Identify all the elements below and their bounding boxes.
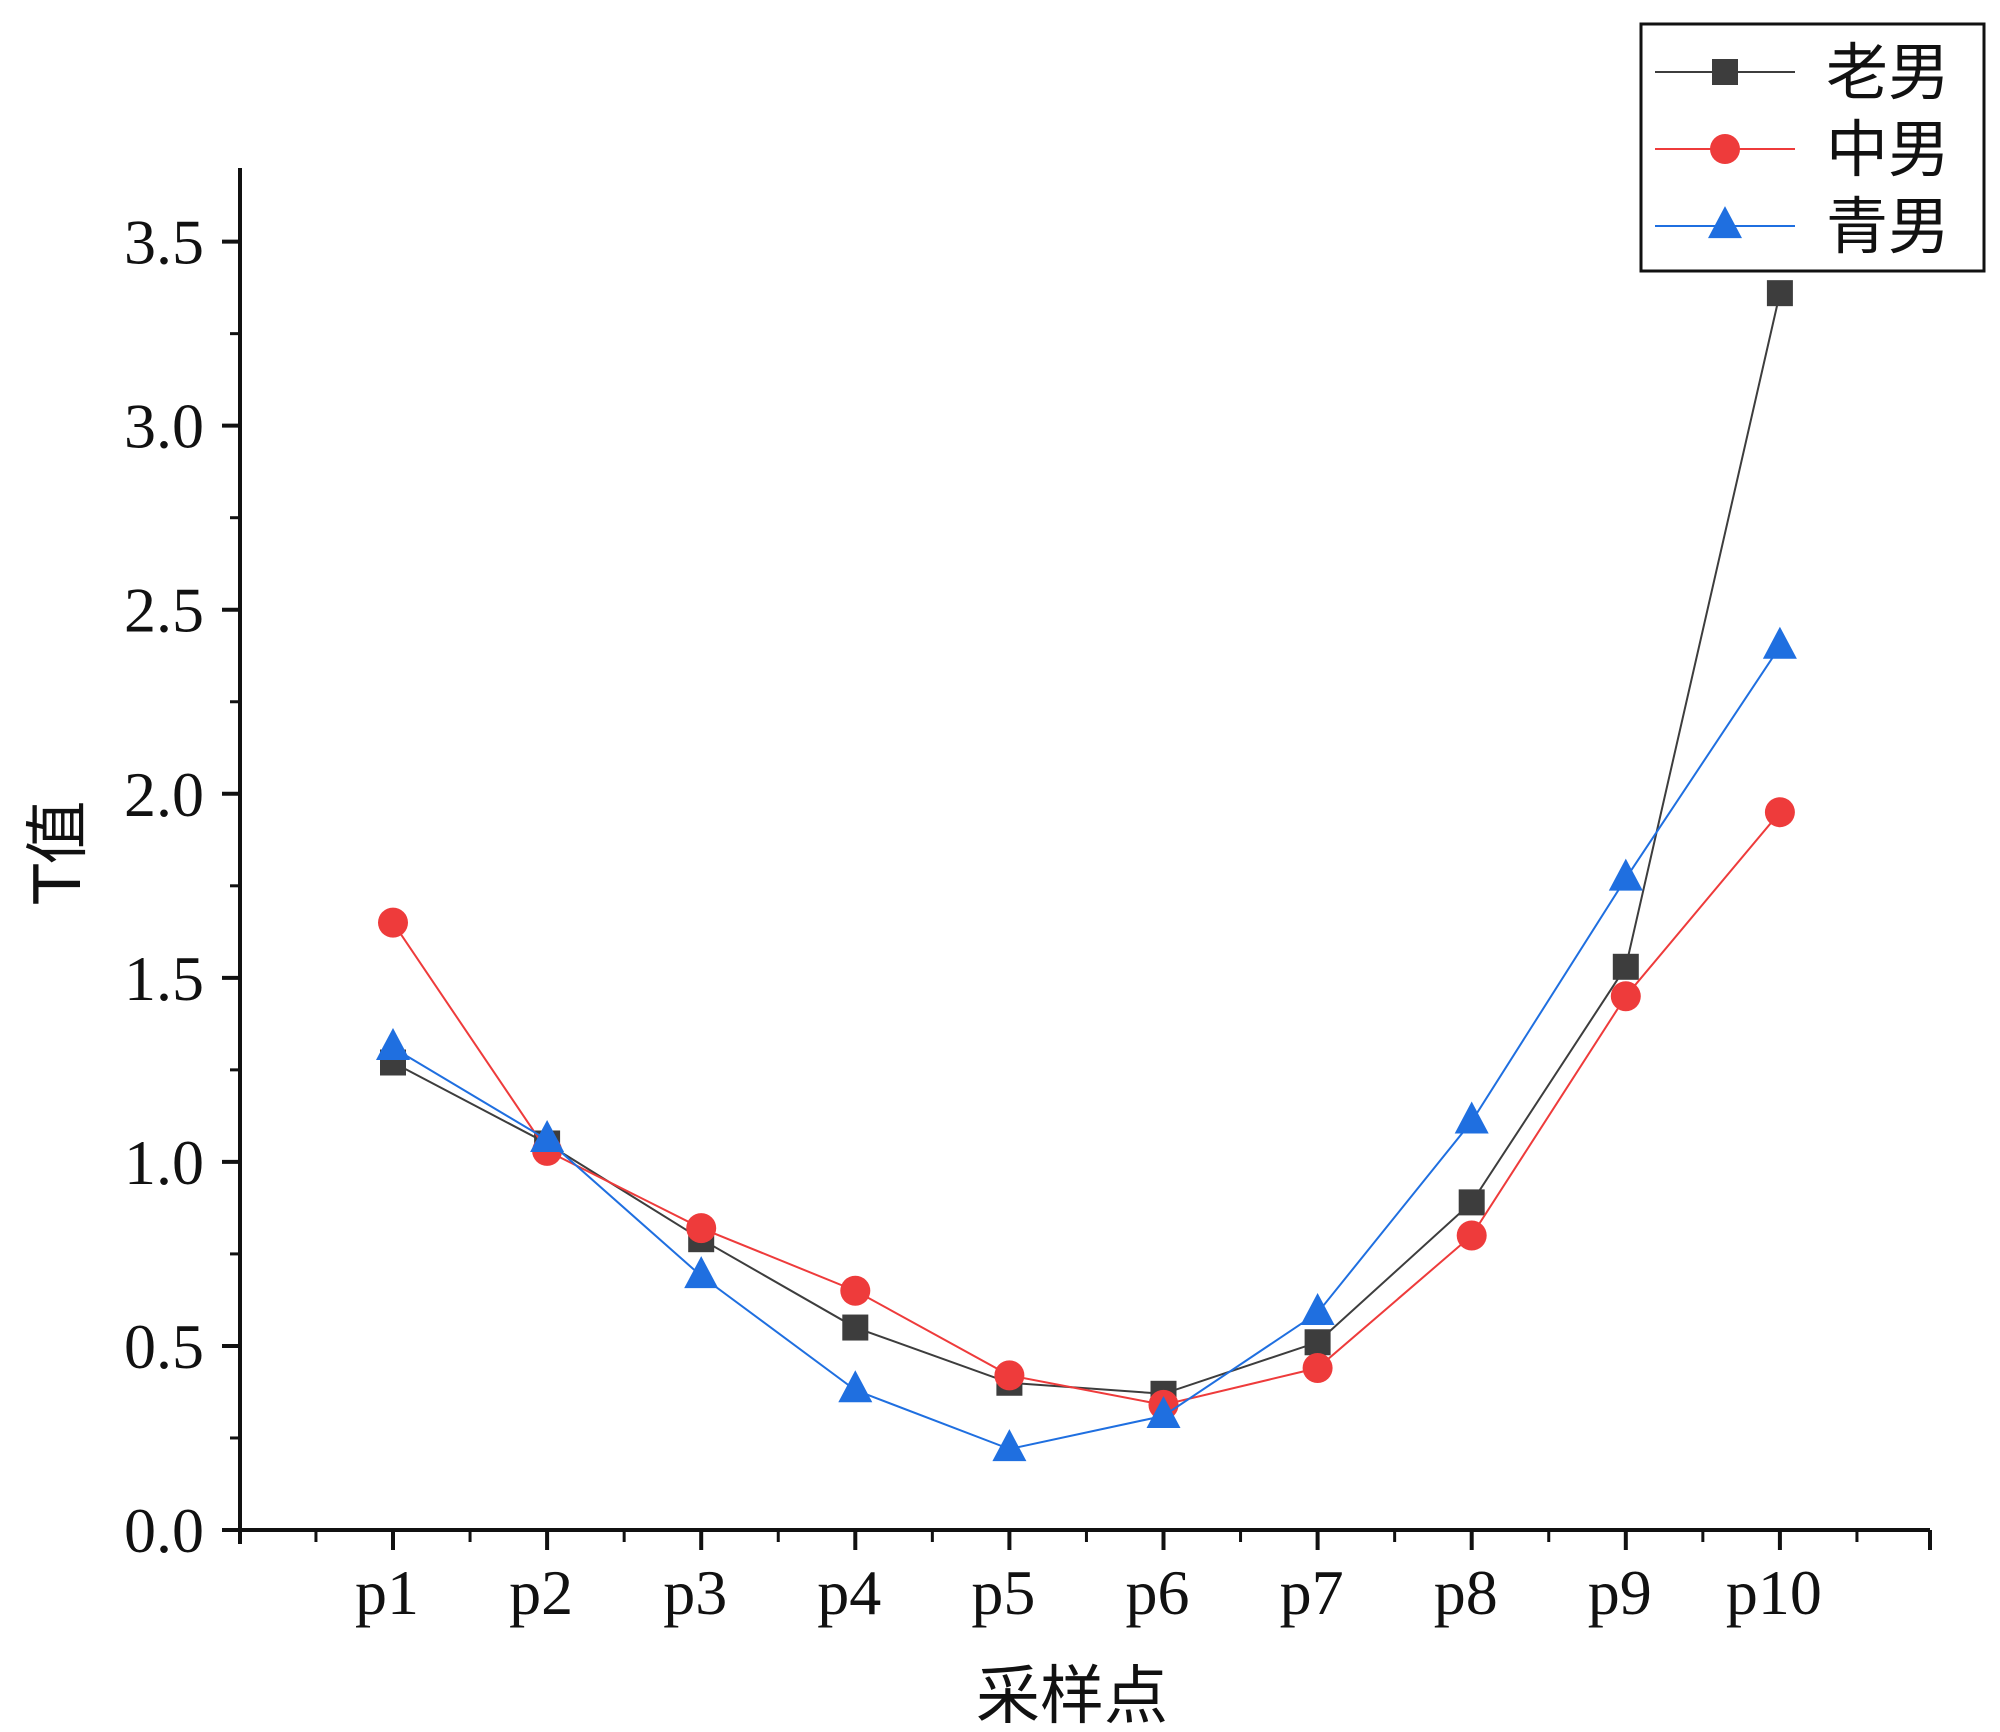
legend-label: 青男 [1826,190,1950,263]
y-tick-label: 0.0 [124,1495,204,1566]
y-axis-title: T值 [22,800,96,904]
x-tick-label: p10 [1726,1557,1822,1628]
x-tick-label: p8 [1434,1557,1498,1628]
series-line [392,292,1781,1395]
legend-label: 老男 [1826,36,1950,109]
data-point [684,1256,719,1289]
data-point [1454,1101,1489,1134]
y-tick-label: 3.0 [124,391,204,462]
y-tick-label: 1.5 [124,943,204,1014]
x-axis-title: 采样点 [976,1660,1168,1732]
legend-box [1639,22,1986,273]
data-point [838,1370,873,1403]
series-3 [376,626,1797,1462]
legend-marker [1712,59,1738,85]
data-point [1612,953,1639,980]
series-layer [376,280,1797,1462]
data-point [378,907,408,938]
series-line [392,645,1781,1451]
data-point [1458,1189,1485,1216]
series-line [392,811,1781,1406]
y-tick-label: 2.0 [124,759,204,830]
y-tick-label: 0.5 [124,1311,204,1382]
x-tick-label: p7 [1280,1557,1344,1628]
data-point [1608,858,1643,891]
data-point [1610,981,1641,1012]
x-tick-label: p6 [1126,1557,1190,1628]
legend-item: 老男 [1655,36,1950,109]
data-point [376,1027,410,1060]
data-point [840,1275,871,1306]
data-point [1762,626,1797,659]
data-point [1146,1396,1181,1429]
data-point [1456,1220,1487,1251]
data-point [994,1360,1025,1391]
y-tick-label: 3.5 [124,207,204,278]
x-tick-label: p3 [663,1557,727,1628]
x-tick-label: p1 [355,1557,419,1628]
data-point [1764,797,1795,828]
y-tick-label: 1.0 [124,1127,204,1198]
data-point [686,1213,717,1244]
axes: 0.0 0.5 1.0 1.5 2.0 2.5 3.0 3.5 p1 p2 p3 p4 p5 p6 p7 p8… [124,168,1932,1628]
series-1 [380,280,1793,1407]
legend-marker [1708,206,1742,239]
legend-marker [1710,134,1740,164]
data-point [1304,1329,1331,1356]
legend-label: 中男 [1826,113,1950,186]
x-tick-label: p2 [509,1557,573,1628]
data-point [530,1119,565,1152]
x-tick-label: p4 [817,1557,881,1628]
series-2 [378,797,1795,1420]
legend-item: 中男 [1655,113,1950,186]
data-point [992,1429,1027,1462]
x-tick-label: p5 [971,1557,1035,1628]
x-tick-label: p9 [1588,1557,1652,1628]
data-point [1766,280,1793,307]
data-point [842,1314,869,1341]
y-tick-label: 2.5 [124,575,204,646]
data-point [1300,1292,1335,1325]
legend-item: 青男 [1655,190,1950,263]
data-point [1302,1353,1333,1384]
